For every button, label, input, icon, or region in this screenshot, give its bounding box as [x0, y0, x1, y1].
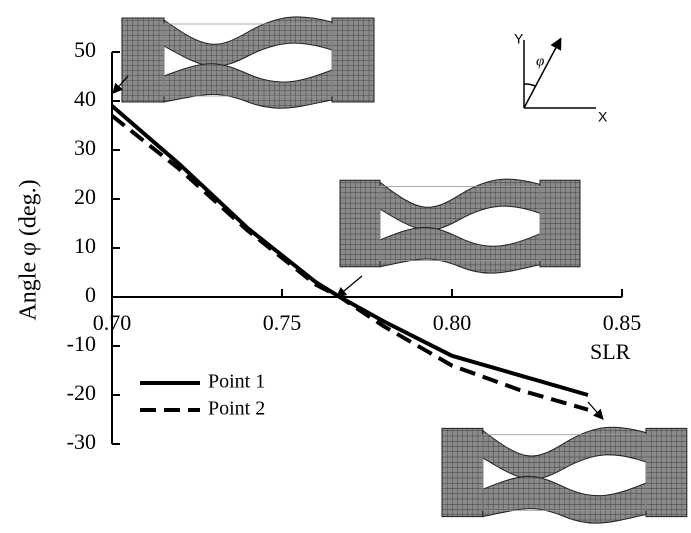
y-tick-label: 10 — [74, 233, 96, 258]
y-tick-label: 40 — [74, 86, 96, 111]
y-tick-label: 50 — [74, 37, 96, 62]
x-tick-label: 0.75 — [263, 310, 302, 335]
chart: Y X φ SLR Angle φ (deg.) -30 -20 -10 0 10 20 3… — [0, 0, 691, 533]
y-tick-label: -20 — [67, 380, 96, 405]
annotation: Y — [514, 31, 524, 47]
annotation: φ — [536, 53, 544, 69]
y-tick-label: -30 — [67, 429, 96, 454]
coordinate-icon — [524, 40, 596, 108]
arrow — [588, 402, 602, 418]
x-tick-label: 0.80 — [433, 310, 472, 335]
legend-label: Point 1 — [208, 371, 265, 393]
annotation: X — [598, 109, 608, 125]
arrow — [338, 276, 362, 296]
y-axis-title: Angle φ (deg.) — [16, 179, 42, 320]
y-tick-label: -10 — [67, 331, 96, 356]
legend-label: Point 2 — [208, 398, 265, 420]
y-tick-label: 0 — [85, 282, 96, 307]
x-tick-label: 0.85 — [603, 310, 642, 335]
inset-mesh — [442, 427, 687, 523]
inset-mesh — [340, 179, 580, 273]
x-axis-title: SLR — [590, 339, 631, 364]
x-tick-label: 0.70 — [93, 310, 132, 335]
y-tick-label: 30 — [74, 135, 96, 160]
y-tick-label: 20 — [74, 184, 96, 209]
inset-mesh — [122, 17, 374, 108]
